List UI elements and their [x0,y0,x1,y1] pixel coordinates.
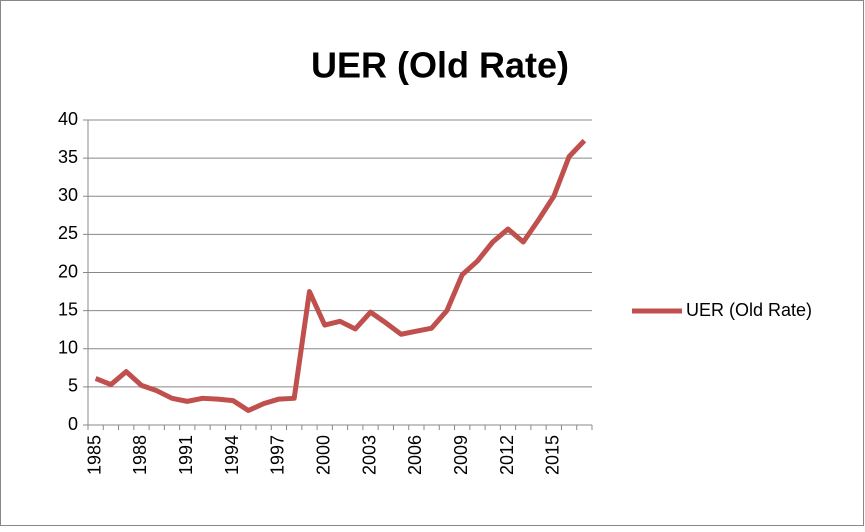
legend-label: UER (Old Rate) [686,300,812,320]
y-tick-label: 15 [58,299,78,319]
data-line [94,138,587,414]
x-tick-label: 1985 [84,435,104,475]
y-tick-label: 5 [68,376,78,396]
chart-title: UER (Old Rate) [311,45,569,86]
x-tick-label: 2012 [497,435,517,475]
y-tick-label: 20 [58,261,78,281]
x-tick-label: 1991 [176,435,196,475]
x-tick-label: 1997 [268,435,288,475]
y-tick-label: 30 [58,185,78,205]
x-tick-label: 1994 [222,435,242,475]
y-tick-label: 35 [58,147,78,167]
y-tick-label: 25 [58,223,78,243]
x-tick-label: 2006 [405,435,425,475]
y-tick-label: 10 [58,338,78,358]
x-tick-label: 2000 [313,435,333,475]
x-tick-label: 2009 [451,435,471,475]
x-tick-label: 2003 [359,435,379,475]
y-tick-label: 40 [58,109,78,129]
x-tick-label: 2015 [543,435,563,475]
x-tick-label: 1988 [130,435,150,475]
y-tick-label: 0 [68,414,78,434]
